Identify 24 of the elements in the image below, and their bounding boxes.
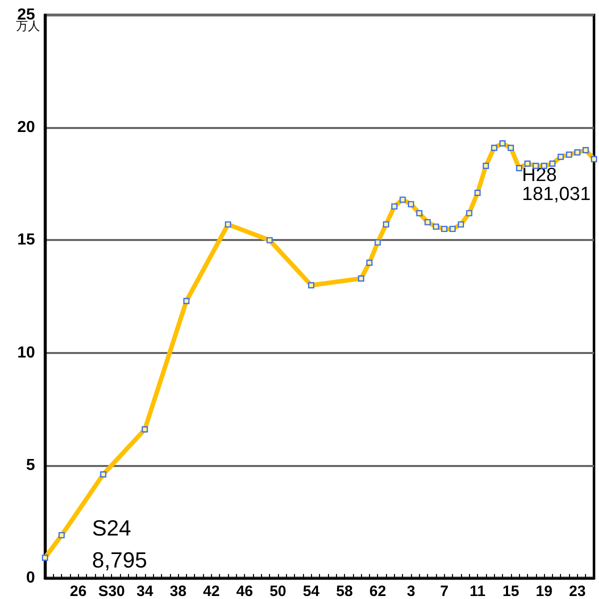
- x-tick-label: 11: [470, 583, 486, 599]
- y-tick-label: 0: [26, 570, 36, 586]
- annotation: S24 8,795: [92, 516, 148, 572]
- x-tick-label: 3: [406, 583, 416, 599]
- y-tick-label: 10: [17, 344, 36, 362]
- x-tick-label: 58: [336, 583, 353, 599]
- x-tick-label: S30: [98, 583, 125, 599]
- x-tick-label: 62: [369, 583, 386, 599]
- x-tick-label: 15: [502, 583, 520, 599]
- x-tick-label: 38: [170, 583, 186, 599]
- x-tick-label: 19: [536, 583, 552, 599]
- x-tick-label: 54: [302, 583, 320, 599]
- annotation: H28 181,031: [522, 165, 591, 205]
- x-tick-label: 42: [203, 583, 220, 599]
- x-tick-label: 50: [270, 583, 286, 599]
- y-tick-label: 5: [26, 456, 36, 474]
- x-tick-label: 46: [236, 583, 253, 599]
- y-tick-label: 20: [17, 119, 36, 136]
- y-tick-label: 15: [17, 232, 36, 249]
- x-tick-label: 23: [569, 583, 586, 599]
- x-tick-label: 26: [70, 583, 87, 599]
- y-axis-title: 万人: [16, 19, 40, 33]
- x-tick-label: 7: [440, 583, 448, 599]
- x-tick-label: 34: [136, 583, 154, 599]
